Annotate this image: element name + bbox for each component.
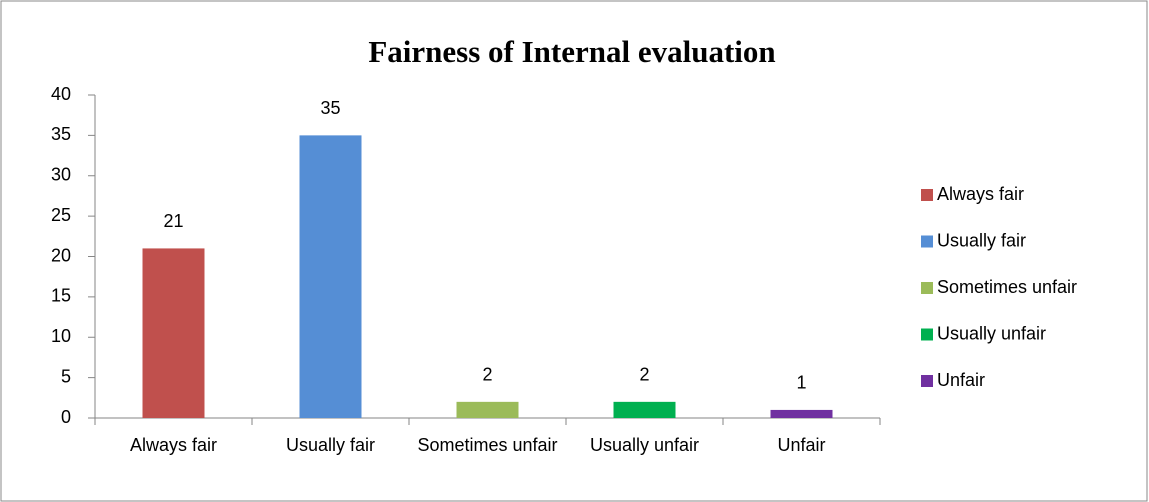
y-tick-label: 15 (51, 286, 71, 306)
legend-swatch (921, 189, 933, 201)
y-tick-label: 10 (51, 326, 71, 346)
x-tick-label: Usually unfair (590, 435, 699, 455)
legend-swatch (921, 328, 933, 341)
legend-label: Unfair (937, 370, 985, 390)
y-tick-label: 35 (51, 124, 71, 144)
data-label: 2 (482, 365, 492, 385)
y-tick-label: 30 (51, 165, 71, 185)
chart-title: Fairness of Internal evaluation (368, 34, 775, 69)
y-tick-label: 5 (61, 366, 71, 386)
legend-swatch (921, 375, 933, 387)
bar (613, 401, 676, 418)
x-tick-label: Sometimes unfair (417, 435, 557, 455)
data-label: 1 (796, 373, 806, 393)
bar (770, 409, 833, 418)
bar (299, 135, 362, 418)
x-tick-label: Unfair (777, 435, 825, 455)
bar (142, 248, 205, 418)
y-tick-label: 0 (61, 407, 71, 427)
legend-label: Sometimes unfair (937, 277, 1077, 297)
legend-label: Usually unfair (937, 323, 1046, 343)
bar (456, 401, 519, 418)
data-label: 2 (639, 365, 649, 385)
x-tick-label: Usually fair (286, 435, 375, 455)
legend-swatch (921, 235, 933, 248)
legend-swatch (921, 282, 933, 294)
data-label: 21 (163, 211, 183, 231)
legend-label: Always fair (937, 184, 1024, 204)
legend-label: Usually fair (937, 230, 1026, 250)
y-tick-label: 25 (51, 205, 71, 225)
y-tick-label: 40 (51, 84, 71, 104)
x-tick-label: Always fair (130, 435, 217, 455)
data-label: 35 (320, 98, 340, 118)
y-tick-label: 20 (51, 245, 71, 265)
